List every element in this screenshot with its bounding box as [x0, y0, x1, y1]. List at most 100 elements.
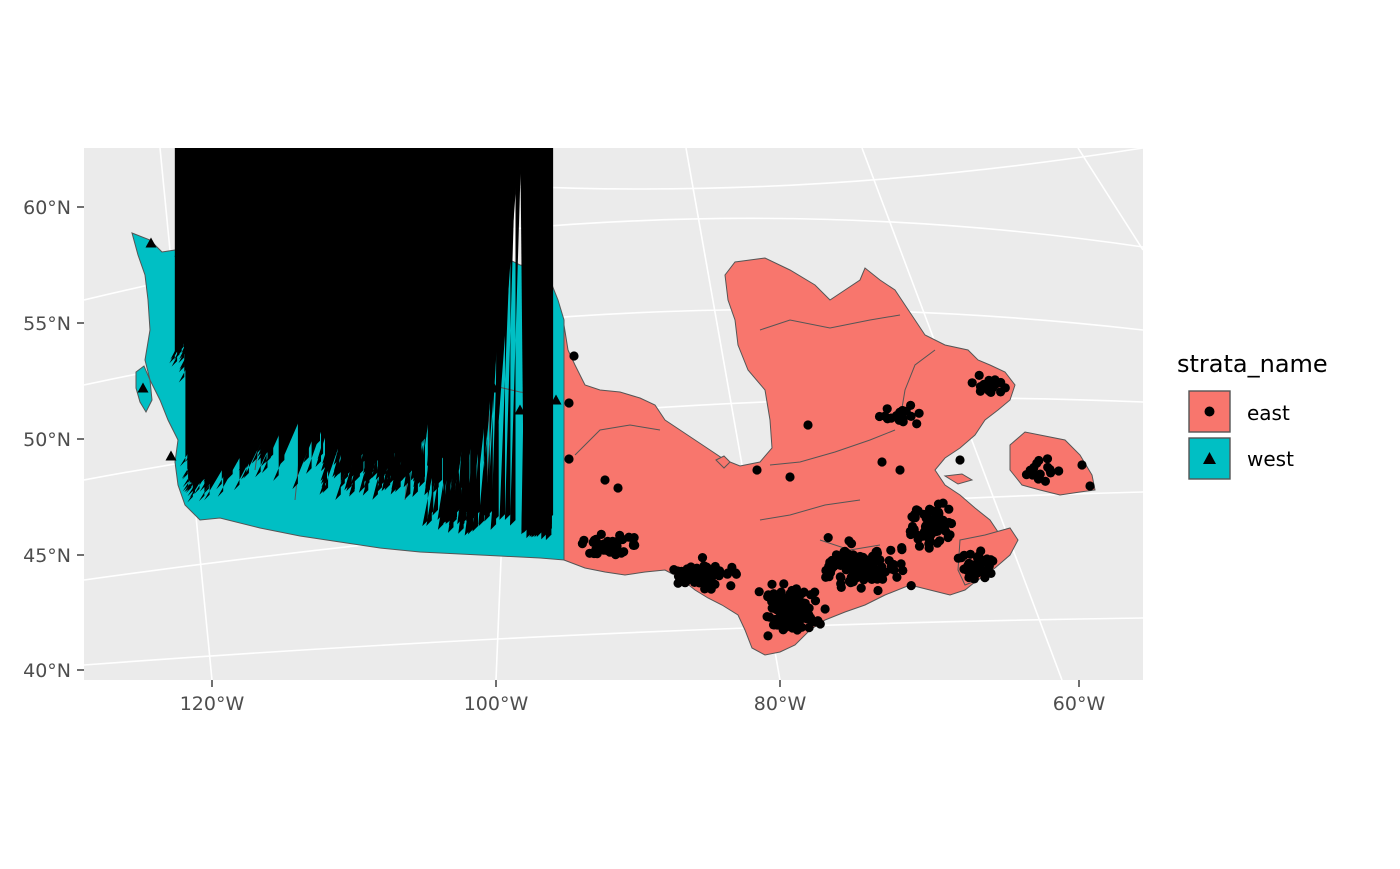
site-marker-east — [895, 465, 905, 475]
site-marker-east — [928, 514, 939, 524]
site-marker-east — [946, 518, 957, 529]
boundary-east-1 — [574, 424, 661, 456]
site-marker-east — [938, 498, 948, 508]
site-marker-east — [796, 589, 807, 599]
site-marker-east — [914, 541, 925, 551]
site-marker-west — [165, 450, 177, 461]
lat-tick-label: 50°N — [23, 429, 71, 451]
site-marker-east — [873, 585, 883, 596]
site-marker-east — [926, 505, 937, 516]
site-marker-east — [1085, 481, 1095, 491]
legend-triangle-icon — [1203, 452, 1216, 464]
legend-item-west: west — [1188, 437, 1294, 480]
site-marker-east — [897, 545, 907, 555]
site-marker-west — [189, 307, 201, 318]
site-marker-east — [967, 378, 977, 388]
legend-label-west: west — [1247, 447, 1294, 471]
site-marker-east — [613, 536, 623, 546]
site-marker-east — [892, 572, 902, 582]
legend-label-east: east — [1247, 401, 1290, 425]
site-marker-east — [880, 411, 890, 421]
lon-tick-label: 80°W — [754, 693, 807, 715]
site-marker-east — [804, 610, 814, 620]
lon-tick-120: 120°W — [180, 680, 245, 715]
site-marker-east — [779, 594, 789, 605]
site-marker-east — [1000, 383, 1010, 393]
site-marker-west — [372, 254, 384, 265]
site-marker-east — [810, 587, 820, 597]
site-marker-east — [722, 569, 733, 579]
site-marker-east — [856, 583, 866, 593]
site-marker-east — [844, 576, 855, 586]
site-marker-east — [898, 565, 908, 576]
site-marker-west — [327, 148, 374, 402]
boundary-east-4 — [899, 349, 936, 421]
site-marker-west — [145, 237, 157, 248]
site-marker-east — [569, 351, 579, 361]
site-marker-west — [504, 148, 516, 521]
site-marker-east — [886, 561, 897, 571]
site-marker-west — [137, 382, 149, 393]
lon-tick-100: 100°W — [464, 680, 529, 715]
site-marker-west — [178, 148, 296, 373]
site-marker-east — [619, 547, 629, 557]
site-marker-west — [514, 404, 526, 415]
site-marker-east — [763, 592, 773, 602]
site-marker-east — [924, 543, 934, 553]
lat-tick-label: 40°N — [23, 660, 71, 682]
site-marker-east — [613, 483, 623, 493]
site-marker-east — [779, 620, 789, 631]
site-marker-east — [974, 370, 984, 380]
site-marker-east — [630, 540, 640, 550]
site-marker-west — [510, 148, 522, 526]
lat-tick-55: 55°N — [23, 313, 84, 335]
site-marker-east — [624, 532, 634, 542]
lon-tick-label: 60°W — [1053, 693, 1106, 715]
site-marker-east — [838, 558, 848, 568]
site-marker-east — [956, 553, 966, 563]
lat-tick-label: 60°N — [23, 197, 71, 219]
site-marker-east — [820, 604, 830, 614]
site-marker-east — [907, 512, 917, 522]
site-marker-east — [965, 567, 975, 577]
lon-tick-label: 120°W — [180, 693, 245, 715]
site-marker-east — [955, 455, 965, 465]
site-marker-east — [564, 454, 574, 464]
site-marker-east — [933, 526, 943, 536]
site-marker-east — [803, 420, 813, 430]
site-marker-east — [852, 552, 863, 562]
site-marker-east — [895, 415, 905, 425]
site-marker-east — [867, 574, 877, 585]
site-marker-east — [754, 587, 764, 597]
site-marker-east — [804, 623, 814, 633]
region-east-island — [715, 455, 731, 469]
site-marker-west — [550, 394, 562, 405]
lat-tick-label: 55°N — [23, 313, 71, 335]
lon-tick-label: 100°W — [464, 693, 529, 715]
site-marker-east — [564, 398, 574, 408]
site-marker-east — [689, 571, 700, 581]
site-marker-west — [297, 148, 359, 395]
boundary-east-3 — [769, 429, 896, 466]
site-marker-east — [792, 625, 802, 635]
site-marker-east — [697, 553, 708, 563]
site-marker-east — [800, 598, 810, 609]
site-marker-east — [1032, 458, 1042, 468]
site-marker-east — [945, 530, 955, 540]
site-marker-west — [259, 306, 271, 317]
site-marker-east — [776, 587, 786, 597]
legend-item-east: east — [1188, 390, 1290, 433]
site-marker-east — [763, 631, 773, 641]
graticule-lon-40 — [1077, 148, 1143, 251]
site-marker-east — [1054, 466, 1064, 476]
site-marker-east — [836, 573, 846, 583]
site-marker-east — [1040, 476, 1050, 486]
site-marker-east — [886, 545, 896, 555]
site-marker-west — [522, 148, 533, 521]
site-marker-east — [599, 545, 609, 555]
site-marker-east — [611, 550, 621, 560]
lat-tick-45: 45°N — [23, 545, 84, 567]
lat-tick-50: 50°N — [23, 429, 84, 451]
lon-tick-80: 80°W — [754, 680, 807, 715]
